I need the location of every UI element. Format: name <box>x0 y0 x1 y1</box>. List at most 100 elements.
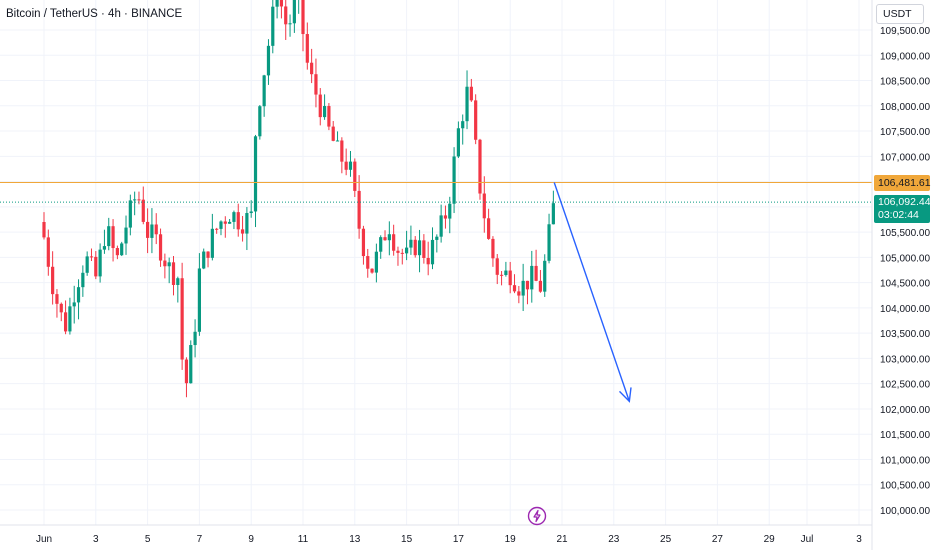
candle-body <box>42 222 46 238</box>
candle-body <box>530 265 534 290</box>
y-tick-label: 100,000.00 <box>880 506 930 517</box>
candle-body <box>236 212 240 230</box>
candle-body <box>340 140 344 162</box>
candle-body <box>396 250 400 253</box>
candle-body <box>413 239 417 256</box>
candle-body <box>301 0 305 35</box>
x-tick-label: 11 <box>298 534 309 545</box>
candle-body <box>422 240 426 258</box>
candle-body <box>258 106 262 137</box>
candle-body <box>240 229 245 234</box>
candle-body <box>491 238 495 259</box>
candle-body <box>189 345 193 384</box>
candle-body <box>474 100 478 140</box>
candle-body <box>46 237 50 267</box>
candle-body <box>310 62 314 75</box>
y-tick-label: 105,000.00 <box>880 253 930 264</box>
candle-body <box>379 237 383 252</box>
candle-body <box>370 268 374 273</box>
candle-body <box>202 251 206 269</box>
time-axis[interactable]: Jun 3 5 7 9 11 13 15 17 19 21 23 25 27 29 Jul 3 <box>0 524 872 545</box>
candle-body <box>206 251 210 258</box>
candle-body <box>171 262 176 285</box>
trend-arrow-head <box>618 387 632 403</box>
candle-body <box>275 0 279 7</box>
x-tick-label: 21 <box>556 534 568 545</box>
candle-body <box>374 251 378 273</box>
candle-body <box>150 224 154 238</box>
currency-button[interactable]: USDT <box>876 4 924 24</box>
candles <box>42 0 555 398</box>
candle-body <box>76 287 81 303</box>
candle-body <box>534 265 538 281</box>
x-tick-label: 5 <box>145 534 151 545</box>
candle-body <box>94 256 98 277</box>
candle-body <box>184 359 189 384</box>
candle-body <box>387 234 391 241</box>
x-tick-label: 27 <box>712 534 724 545</box>
x-tick-label: 15 <box>401 534 413 545</box>
x-tick-label: 19 <box>505 534 517 545</box>
candle-body <box>318 94 322 118</box>
candle-body <box>383 237 387 241</box>
candle-body <box>63 312 68 332</box>
candle-body <box>465 86 469 122</box>
candle-body <box>167 262 171 267</box>
symbol-title[interactable]: Bitcoin / TetherUS · 4h · BINANCE <box>6 8 183 20</box>
y-tick-label: 108,500.00 <box>880 77 930 88</box>
x-tick-label: 25 <box>660 534 672 545</box>
candle-body <box>417 240 422 256</box>
y-tick-label: 102,000.00 <box>880 405 930 416</box>
candle-body <box>128 200 132 228</box>
candle-body <box>137 199 141 201</box>
candle-body <box>284 6 288 25</box>
candle-body <box>197 268 201 332</box>
candle-body <box>512 285 517 292</box>
price-axis[interactable]: 100,000.00 100,500.00 101,000.00 101,500.00… <box>871 0 932 550</box>
candle-body <box>327 106 331 127</box>
candle-body <box>361 228 366 257</box>
candle-body <box>279 0 284 7</box>
candle-body <box>517 291 521 296</box>
candle-body <box>249 211 253 214</box>
candle-body <box>193 331 197 346</box>
candle-body <box>521 280 525 296</box>
candle-body <box>288 23 292 25</box>
candle-body <box>253 136 258 212</box>
candle-body <box>344 161 348 170</box>
ref-price-value: 106,481.61 <box>878 176 931 189</box>
candle-body <box>335 140 340 142</box>
x-tick-label: 3 <box>856 534 862 545</box>
candle-body <box>305 34 309 63</box>
candle-body <box>426 257 430 265</box>
candle-body <box>366 256 370 269</box>
candle-body <box>538 280 543 292</box>
y-tick-label: 100,500.00 <box>880 481 930 492</box>
candle-body <box>51 266 55 295</box>
candle-body <box>98 249 102 277</box>
candle-body <box>245 213 249 234</box>
candle-body <box>547 224 551 261</box>
candle-body <box>120 243 124 256</box>
candle-body <box>478 139 482 194</box>
candle-body <box>551 203 555 225</box>
grid <box>0 0 872 525</box>
candle-body <box>124 227 128 244</box>
candle-body <box>176 278 180 285</box>
candle-body <box>271 6 275 46</box>
candle-body <box>158 234 163 261</box>
candle-body <box>219 221 223 229</box>
candle-body <box>115 248 119 256</box>
candle-body <box>223 221 227 224</box>
y-tick-label: 105,500.00 <box>880 228 930 239</box>
candle-body <box>461 121 465 129</box>
y-tick-label: 101,000.00 <box>880 455 930 466</box>
candle-body <box>443 215 448 219</box>
x-tick-label: Jun <box>36 534 52 545</box>
ref-price-label: 106,481.61 <box>874 174 931 191</box>
lightning-bolt-icon[interactable] <box>527 506 547 526</box>
last-price-label: 106,092.44 03:02:44 <box>874 195 931 224</box>
trend-arrow-line[interactable] <box>553 182 631 402</box>
candle-body <box>482 193 486 219</box>
